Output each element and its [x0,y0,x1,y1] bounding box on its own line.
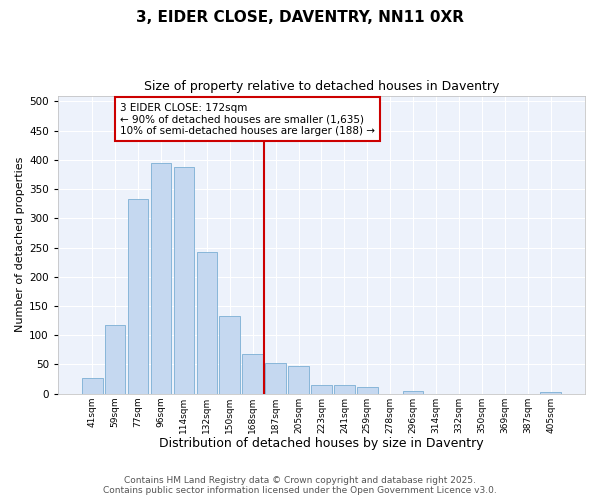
X-axis label: Distribution of detached houses by size in Daventry: Distribution of detached houses by size … [159,437,484,450]
Bar [357,388,377,394]
Bar [403,391,424,394]
Bar [288,366,309,394]
Bar [173,168,194,394]
Text: Contains HM Land Registry data © Crown copyright and database right 2025.
Contai: Contains HM Land Registry data © Crown c… [103,476,497,495]
Bar [311,385,332,394]
Bar [82,378,103,394]
Bar [197,252,217,394]
Title: Size of property relative to detached houses in Daventry: Size of property relative to detached ho… [144,80,499,93]
Bar [128,199,148,394]
Bar [151,163,172,394]
Bar [265,364,286,394]
Text: 3, EIDER CLOSE, DAVENTRY, NN11 0XR: 3, EIDER CLOSE, DAVENTRY, NN11 0XR [136,10,464,25]
Bar [334,385,355,394]
Bar [220,316,240,394]
Bar [242,354,263,394]
Text: 3 EIDER CLOSE: 172sqm
← 90% of detached houses are smaller (1,635)
10% of semi-d: 3 EIDER CLOSE: 172sqm ← 90% of detached … [120,102,375,136]
Bar [541,392,561,394]
Y-axis label: Number of detached properties: Number of detached properties [15,157,25,332]
Bar [105,326,125,394]
